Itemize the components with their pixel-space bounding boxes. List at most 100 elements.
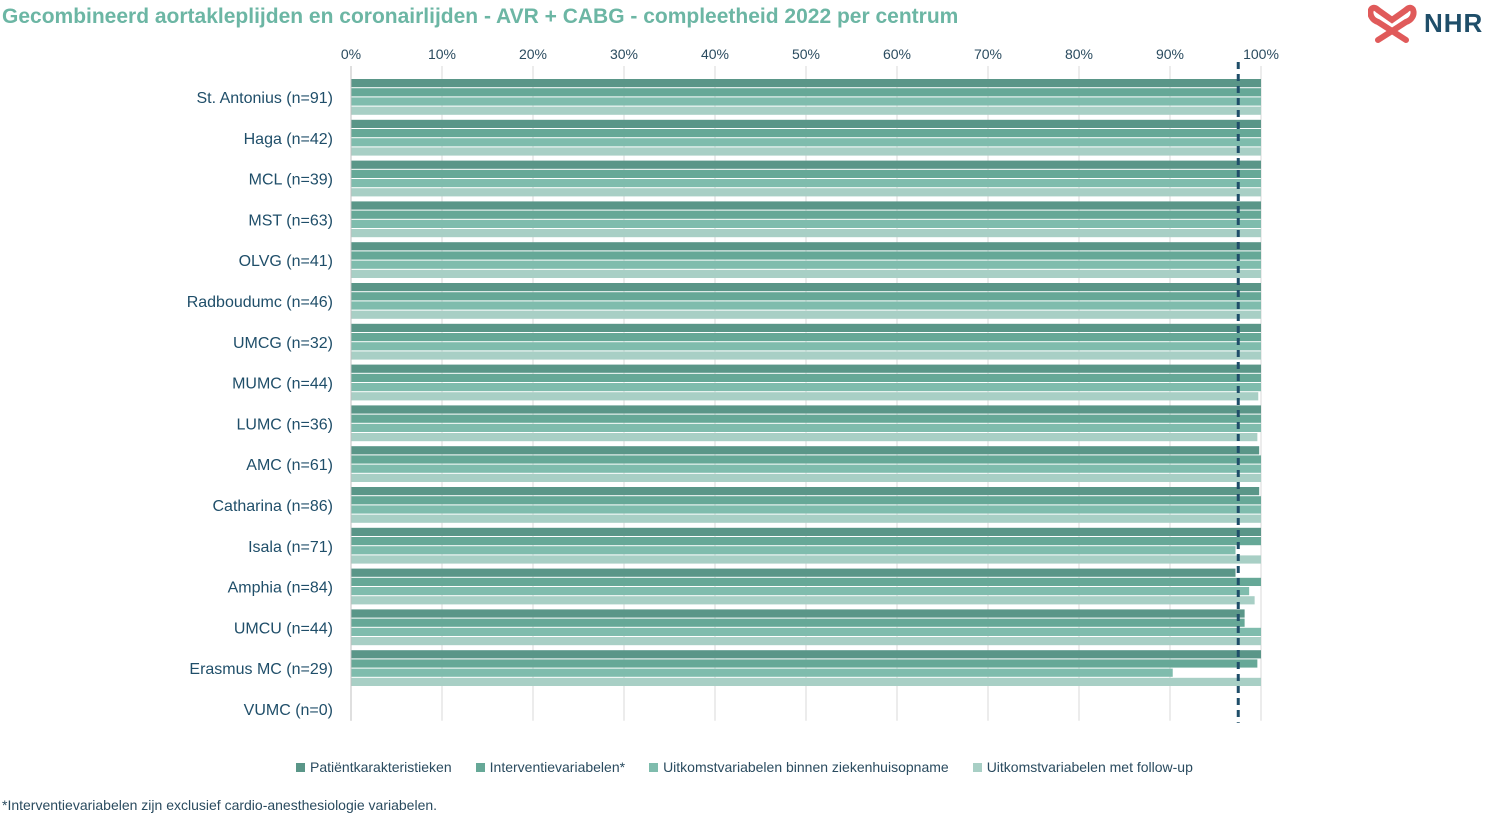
bar — [351, 568, 1236, 577]
x-tick-label: 70% — [974, 46, 1002, 62]
bar — [351, 414, 1261, 423]
bar-chart: 0% 10% 20% 30% 40% 50% 60% 70% 80% 90% 100% St. Ant… — [187, 46, 1279, 723]
bar — [351, 637, 1261, 646]
bar — [351, 160, 1261, 169]
legend-item-uitkomst-ziekenhuisopname: Uitkomstvariabelen binnen ziekenhuisopna… — [649, 759, 949, 775]
bar — [351, 464, 1261, 473]
bar — [351, 514, 1261, 523]
legend-label: Uitkomstvariabelen binnen ziekenhuisopna… — [663, 759, 949, 775]
x-tick-label: 0% — [341, 46, 361, 62]
bar — [351, 179, 1261, 188]
bar — [351, 219, 1261, 228]
x-tick-label: 20% — [519, 46, 547, 62]
bar — [351, 668, 1173, 677]
legend-item-patientkarakteristieken: Patiëntkarakteristieken — [296, 759, 452, 775]
category-label: Haga (n=42) — [244, 131, 333, 148]
bar — [351, 79, 1261, 88]
category-label: MCL (n=39) — [249, 172, 333, 189]
bar — [351, 251, 1261, 260]
bar — [351, 677, 1261, 686]
bar — [351, 269, 1261, 278]
legend-label: Patiëntkarakteristieken — [310, 759, 452, 775]
bar — [351, 97, 1261, 106]
nhr-logo: NHR — [1367, 0, 1497, 46]
chart-title: Gecombineerd aortakleplijden en coronair… — [2, 5, 959, 28]
bar — [351, 627, 1261, 636]
bar — [351, 618, 1245, 627]
bar — [351, 129, 1261, 138]
bar — [351, 455, 1261, 464]
legend-swatch — [475, 762, 485, 772]
category-label: MST (n=63) — [248, 212, 333, 229]
bar — [351, 609, 1245, 618]
category-label: Isala (n=71) — [248, 539, 333, 556]
bar — [351, 650, 1261, 659]
legend-label: Interventievariabelen* — [489, 759, 626, 775]
bar — [351, 433, 1258, 442]
bar — [351, 333, 1261, 342]
category-label: MUMC (n=44) — [232, 376, 333, 393]
bar — [351, 119, 1261, 128]
bar — [351, 351, 1261, 360]
bar — [351, 405, 1261, 414]
bar — [351, 505, 1261, 514]
bar — [351, 188, 1261, 197]
x-tick-label: 30% — [610, 46, 638, 62]
bar — [351, 577, 1261, 586]
nhr-heart-logo-icon — [1367, 4, 1417, 43]
legend-label: Uitkomstvariabelen met follow-up — [986, 759, 1193, 775]
chart-legend: Patiëntkarakteristieken Interventievaria… — [296, 759, 1193, 775]
category-label: Amphia (n=84) — [228, 580, 333, 597]
x-tick-label: 40% — [701, 46, 729, 62]
category-label: Erasmus MC (n=29) — [189, 661, 333, 678]
x-tick-label: 90% — [1156, 46, 1184, 62]
bar — [351, 229, 1261, 238]
bar — [351, 392, 1259, 401]
x-tick-label: 100% — [1243, 46, 1279, 62]
x-tick-label: 10% — [428, 46, 456, 62]
bar — [351, 587, 1250, 596]
footnote: *Interventievariabelen zijn exclusief ca… — [2, 797, 438, 813]
x-tick-label: 60% — [883, 46, 911, 62]
bar — [351, 423, 1261, 432]
category-label: UMCG (n=32) — [233, 335, 333, 352]
bar — [351, 301, 1261, 310]
category-label: AMC (n=61) — [246, 457, 333, 474]
bar — [351, 373, 1261, 382]
bar — [351, 201, 1261, 210]
bar — [351, 496, 1261, 505]
bar — [351, 260, 1261, 269]
bar — [351, 106, 1261, 115]
category-label: UMCU (n=44) — [234, 620, 333, 637]
bar — [351, 527, 1261, 536]
category-label: Catharina (n=86) — [212, 498, 333, 515]
legend-item-interventievariabelen: Interventievariabelen* — [475, 759, 626, 775]
x-tick-label: 80% — [1065, 46, 1093, 62]
bar — [351, 537, 1261, 546]
bar — [351, 473, 1261, 482]
x-tick-label: 50% — [792, 46, 820, 62]
logo-text: NHR — [1424, 8, 1484, 38]
bar — [351, 555, 1261, 564]
bar — [351, 210, 1261, 219]
bar — [351, 596, 1255, 605]
bar — [351, 169, 1261, 178]
bar — [351, 88, 1261, 97]
bar — [351, 283, 1261, 292]
bar — [351, 323, 1261, 332]
bar — [351, 446, 1260, 455]
legend-swatch — [972, 762, 982, 772]
bar — [351, 659, 1258, 668]
category-label: LUMC (n=36) — [237, 416, 333, 433]
legend-item-uitkomst-follow-up: Uitkomstvariabelen met follow-up — [972, 759, 1193, 775]
legend-swatch — [296, 762, 305, 772]
bar — [351, 546, 1236, 555]
bar — [351, 342, 1261, 351]
bar — [351, 383, 1261, 392]
bar — [351, 138, 1261, 147]
category-label: VUMC (n=0) — [244, 702, 333, 719]
bar — [351, 292, 1261, 301]
bar — [351, 147, 1261, 156]
bar — [351, 487, 1260, 496]
bar — [351, 310, 1261, 319]
